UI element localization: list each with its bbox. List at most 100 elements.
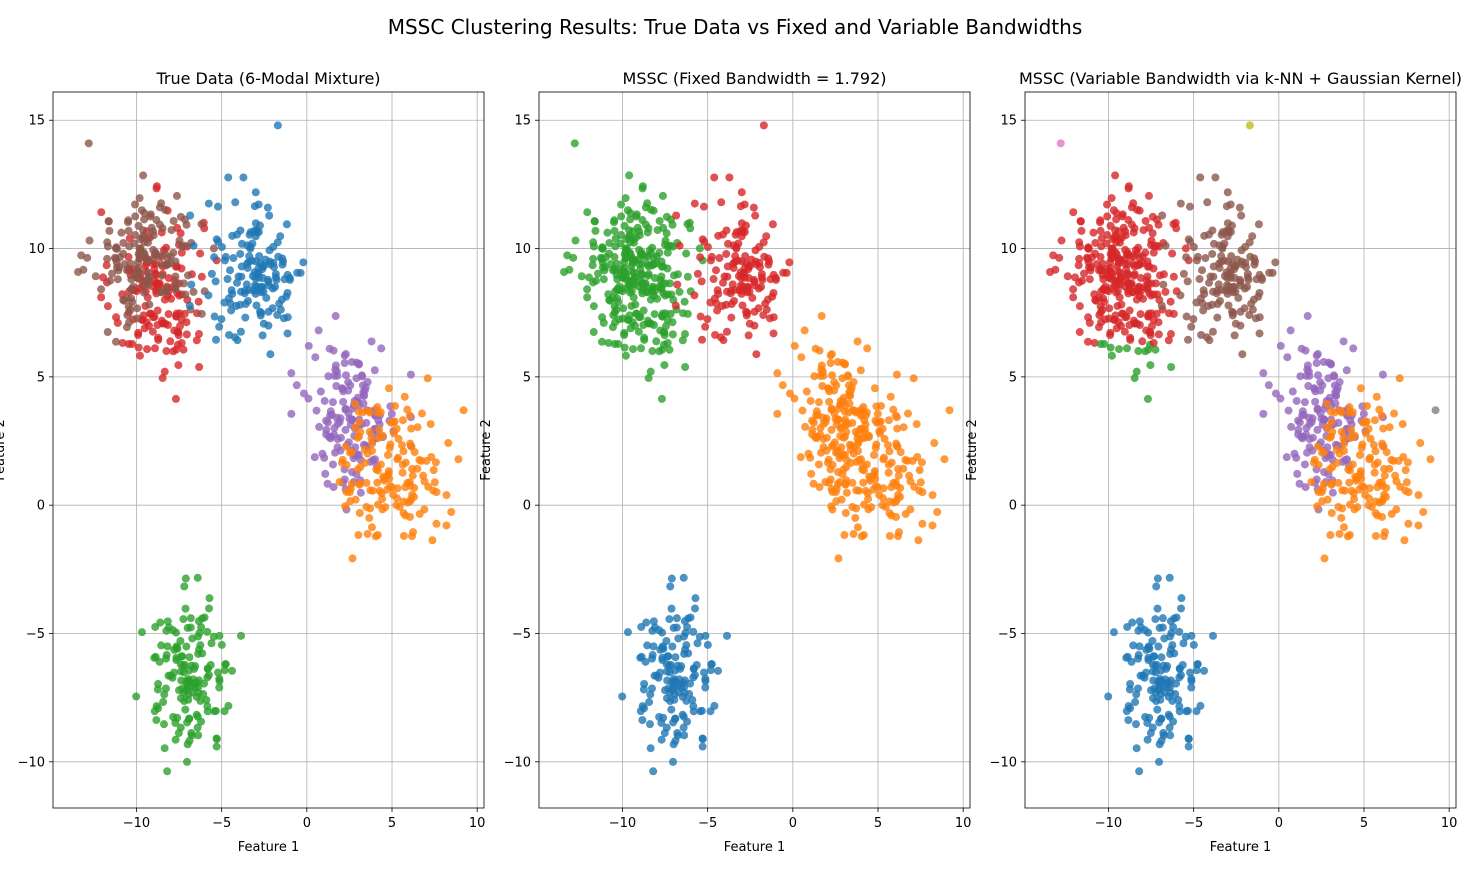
- data-point: [418, 409, 427, 418]
- data-point: [1282, 453, 1291, 462]
- data-point: [668, 318, 677, 327]
- data-point: [1317, 414, 1326, 423]
- data-point: [891, 411, 900, 420]
- data-point: [749, 203, 758, 212]
- data-point: [724, 239, 733, 248]
- data-point: [695, 244, 704, 253]
- data-point: [759, 311, 768, 320]
- data-point: [1345, 530, 1354, 539]
- data-point: [655, 347, 664, 356]
- outlier-point: [1245, 121, 1254, 130]
- data-point: [351, 400, 360, 409]
- data-point: [769, 288, 778, 297]
- data-point: [1248, 232, 1257, 241]
- data-point: [1193, 660, 1202, 669]
- data-point: [387, 409, 396, 418]
- data-point: [1075, 254, 1084, 263]
- data-point: [430, 478, 439, 487]
- data-point: [399, 447, 408, 456]
- data-point: [1087, 263, 1096, 272]
- data-point: [1083, 244, 1092, 253]
- data-point: [118, 338, 127, 347]
- outlier-point: [84, 139, 93, 148]
- data-point: [1300, 398, 1309, 407]
- data-point: [620, 221, 629, 230]
- data-point: [1126, 335, 1135, 344]
- data-point: [153, 685, 162, 694]
- data-point: [339, 397, 348, 406]
- data-point: [571, 236, 580, 245]
- data-point: [864, 494, 873, 503]
- data-point: [1223, 188, 1232, 197]
- data-point: [609, 311, 618, 320]
- data-point: [683, 220, 692, 229]
- data-point: [645, 720, 654, 729]
- data-point: [1403, 458, 1412, 467]
- data-point: [340, 359, 349, 368]
- data-point: [1224, 257, 1233, 266]
- data-point: [377, 344, 386, 353]
- data-point: [672, 614, 681, 623]
- data-point: [688, 696, 697, 705]
- data-point: [715, 254, 724, 263]
- data-point: [1153, 604, 1162, 613]
- data-point: [659, 644, 668, 653]
- data-point: [625, 171, 634, 180]
- data-point: [752, 350, 761, 359]
- data-point: [1300, 460, 1309, 469]
- data-point: [861, 425, 870, 434]
- data-point: [859, 403, 868, 412]
- data-point: [842, 462, 851, 471]
- y-tick-label: 5: [37, 370, 45, 385]
- data-point: [693, 639, 702, 648]
- data-point: [1096, 226, 1105, 235]
- data-point: [674, 634, 683, 643]
- data-point: [909, 374, 918, 383]
- data-point: [1404, 519, 1413, 528]
- data-point: [363, 378, 372, 387]
- data-point: [1143, 272, 1152, 281]
- data-point: [1378, 370, 1387, 379]
- data-point: [933, 508, 942, 517]
- data-point: [406, 512, 415, 521]
- data-point: [1165, 723, 1174, 732]
- data-point: [698, 335, 707, 344]
- data-point: [683, 309, 692, 318]
- data-point: [1117, 300, 1126, 309]
- data-point: [238, 239, 247, 248]
- data-point: [881, 502, 890, 511]
- data-point: [671, 653, 680, 662]
- data-point: [205, 604, 214, 613]
- data-point: [310, 453, 319, 462]
- data-point: [168, 673, 177, 682]
- data-point: [889, 405, 898, 414]
- data-point: [149, 313, 158, 322]
- data-point: [1340, 486, 1349, 495]
- data-point: [612, 259, 621, 268]
- data-point: [1134, 347, 1143, 356]
- data-point: [408, 490, 417, 499]
- panel-fixed-bandwidth: MSSC (Fixed Bandwidth = 1.792) Feature 1…: [479, 69, 971, 855]
- data-point: [683, 717, 692, 726]
- data-point: [320, 396, 329, 405]
- data-point: [1328, 488, 1337, 497]
- data-point: [1176, 291, 1185, 300]
- data-point: [268, 284, 277, 293]
- data-point: [1355, 485, 1364, 494]
- data-point: [140, 288, 149, 297]
- data-point: [1259, 409, 1268, 418]
- data-point: [1109, 206, 1118, 215]
- data-point: [392, 424, 401, 433]
- data-point: [644, 224, 653, 233]
- outlier-point: [759, 121, 768, 130]
- data-point: [653, 226, 662, 235]
- data-point: [782, 268, 791, 277]
- data-point: [1200, 289, 1209, 298]
- data-point: [158, 374, 167, 383]
- data-point: [125, 318, 134, 327]
- data-point: [1182, 253, 1191, 262]
- data-point: [383, 451, 392, 460]
- data-point: [292, 381, 301, 390]
- data-point: [768, 220, 777, 229]
- data-point: [269, 258, 278, 267]
